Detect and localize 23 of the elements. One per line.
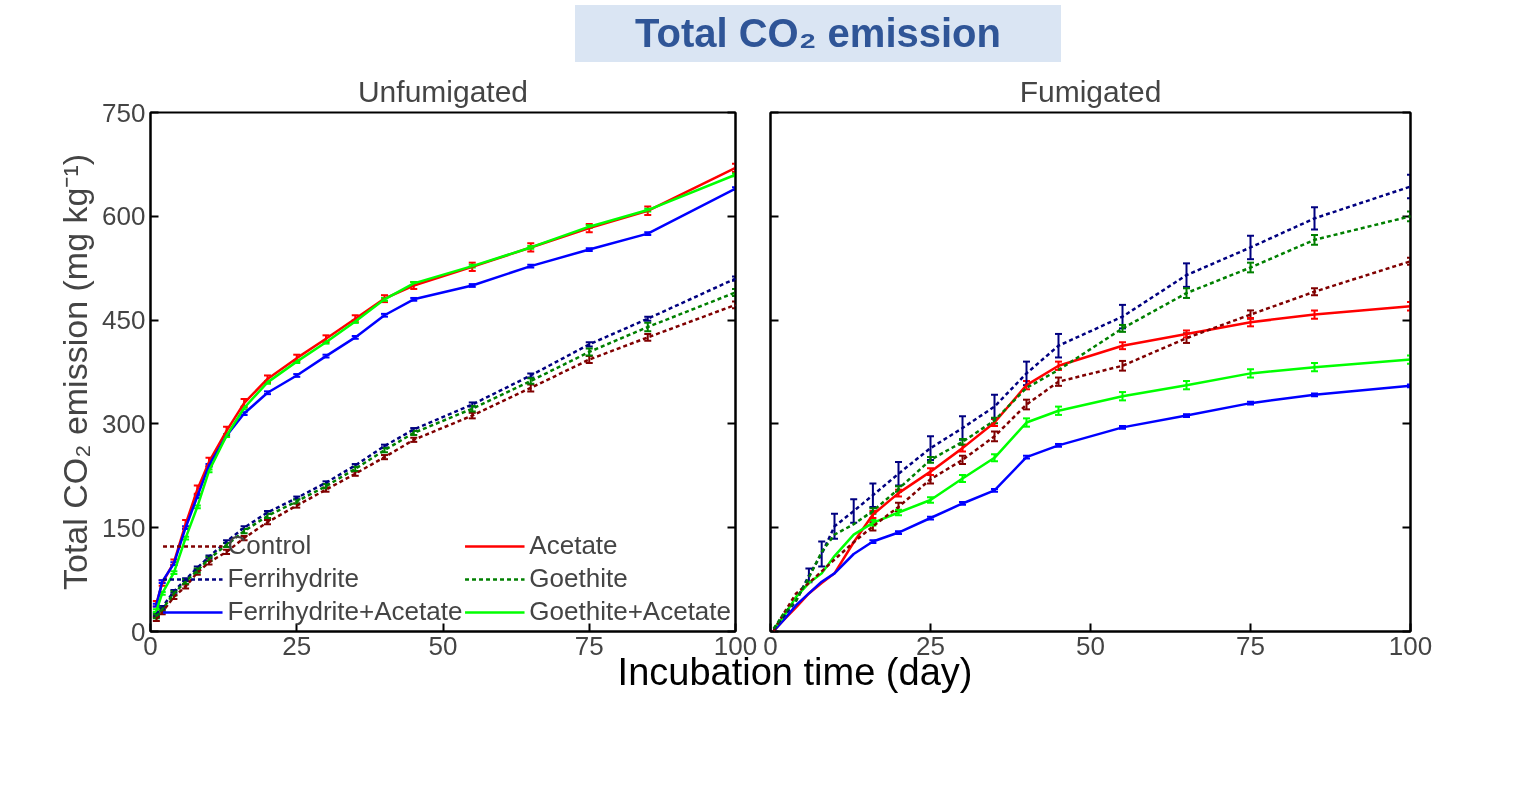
text: Total CO₂ emission — [635, 10, 1001, 57]
y-tick-label: 300 — [102, 409, 146, 440]
legend-label: Ferrihydrite — [227, 563, 360, 595]
y-tick-label: 450 — [102, 305, 146, 336]
legend-label: Goethite — [529, 563, 628, 595]
legend-label: Goethite+Acetate — [529, 596, 731, 628]
x-tick-label: 25 — [916, 630, 945, 661]
legend-label: Control — [227, 530, 312, 562]
y-tick-label: 750 — [102, 97, 146, 128]
x-tick-label: 75 — [1236, 630, 1265, 661]
legend-label: Acetate — [529, 530, 618, 562]
legend-label: Ferrihydrite+Acetate — [227, 596, 463, 628]
y-tick-label: 150 — [102, 512, 146, 543]
y-tick-label: 600 — [102, 201, 146, 232]
x-tick-label: 0 — [763, 630, 778, 661]
chart-title: Unfumigated — [357, 74, 529, 108]
x-tick-label: 25 — [282, 630, 312, 661]
x-tick-label: 100 — [1388, 630, 1433, 661]
chart-title: Fumigated — [1019, 74, 1162, 108]
x-tick-label: 75 — [574, 630, 604, 661]
y-axis-title: Total CO₂ emission (mg kg⁻¹) — [56, 154, 95, 591]
x-tick-label: 50 — [428, 630, 458, 661]
x-tick-label: 50 — [1076, 630, 1105, 661]
